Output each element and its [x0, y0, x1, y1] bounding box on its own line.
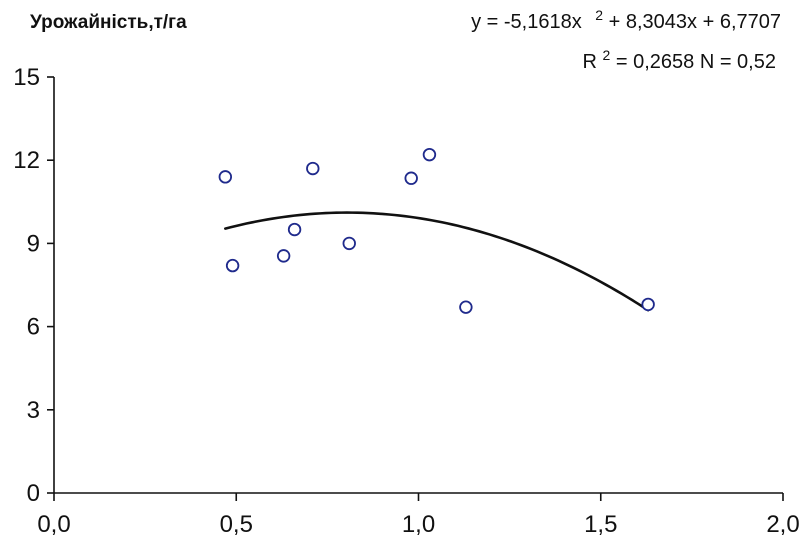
x-tick-label: 1,0	[402, 511, 435, 538]
svg-text:y = -5,1618x 2: y = -5,1618x 2 + 8,3043x + 6,7707	[471, 3, 781, 33]
data-point	[276, 249, 291, 263]
y-tick-label: 15	[13, 64, 40, 91]
equation-line-1: y = -5,1618x 2 + 8,3043x + 6,7707	[471, 3, 781, 33]
data-point	[641, 297, 655, 312]
y-tick-label: 6	[27, 314, 40, 341]
svg-text:R 2 = 0,2658: R 2 = 0,2658 N = 0,52	[582, 43, 776, 73]
equation-2-prefix: R	[582, 51, 596, 73]
data-point	[459, 300, 473, 314]
x-tick-label: 0,0	[37, 511, 70, 538]
data-point	[306, 161, 320, 176]
y-tick-label: 9	[27, 230, 40, 257]
equation-line-2: R 2 = 0,2658 N = 0,52	[582, 43, 776, 73]
x-ticks: 0,0 0,5 1,0 1,5 2,0	[37, 493, 800, 538]
data-point	[404, 171, 418, 185]
equation-2-suffix: = 0,2658 N = 0,52	[616, 51, 776, 73]
y-tick-label: 12	[13, 147, 40, 174]
equation-2-exponent: 2	[603, 47, 611, 63]
data-point	[225, 258, 240, 273]
y-tick-label: 3	[27, 397, 40, 424]
data-point	[287, 222, 302, 237]
y-tick-label: 0	[27, 480, 40, 507]
trendline	[224, 211, 650, 312]
x-tick-label: 0,5	[220, 511, 253, 538]
y-axis-label: Урожайність,т/га	[30, 12, 187, 33]
data-point	[342, 236, 356, 251]
data-point	[218, 170, 233, 184]
y-ticks: 0 3 6 9 12 15	[13, 64, 54, 507]
trendline-layer	[224, 211, 650, 312]
x-tick-label: 1,5	[584, 511, 617, 538]
x-tick-label: 2,0	[766, 511, 799, 538]
data-point	[422, 147, 437, 162]
equation-1-exponent: 2	[595, 7, 603, 23]
points-layer	[218, 147, 655, 314]
equation-1-suffix: + 8,3043x + 6,7707	[609, 11, 781, 33]
equation-1-prefix: y = -5,1618x	[471, 11, 582, 33]
